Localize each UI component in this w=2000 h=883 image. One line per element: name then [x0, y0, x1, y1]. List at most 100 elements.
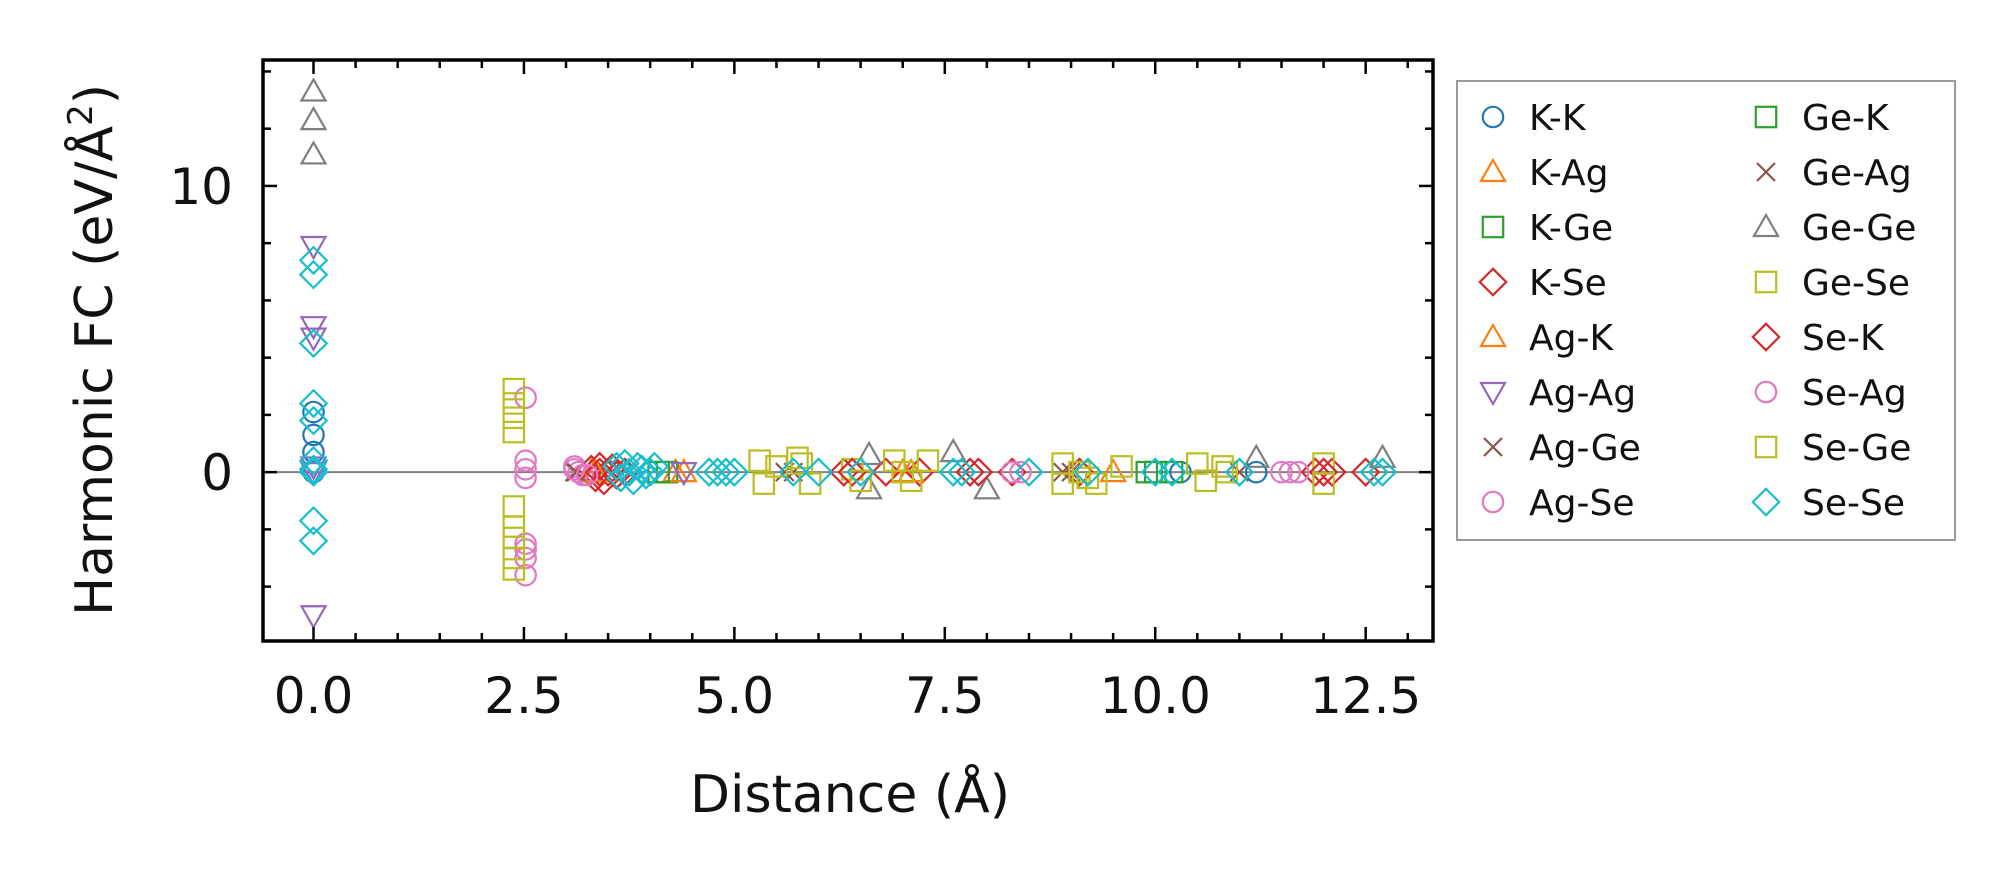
- point-se-se: [298, 245, 329, 276]
- legend-marker-ge-ge: [1752, 212, 1780, 238]
- point-se-se: [298, 388, 329, 419]
- point-se-ge: [849, 469, 872, 493]
- legend-item-ge-k: Ge-K: [1754, 98, 1890, 139]
- point-se-se: [298, 259, 329, 290]
- series-se-ag: [563, 457, 1302, 487]
- point-se-ge: [786, 446, 809, 470]
- point-se-ge: [916, 449, 940, 472]
- legend-label: K-Ag: [1529, 153, 1609, 194]
- point-k-se: [871, 457, 901, 487]
- x-tick-label: 5.0: [695, 667, 775, 725]
- legend-label: Ag-Ag: [1529, 373, 1636, 414]
- legend-item-ag-ag: Ag-Ag: [1479, 373, 1636, 414]
- x-tick-label: 2.5: [484, 667, 564, 725]
- point-ge-ge: [855, 475, 883, 500]
- legend-marker-se-ge: [1754, 435, 1778, 459]
- legend-item-k-ge: K-Ge: [1481, 208, 1613, 249]
- point-ag-ag: [299, 235, 328, 261]
- legend-marker-ag-ag: [1479, 381, 1507, 407]
- legend-frame: [1456, 80, 1956, 541]
- point-ge-ge: [299, 140, 328, 165]
- point-se-se: [298, 506, 329, 536]
- x-tick-label: 10.0: [1100, 667, 1211, 725]
- point-se-ge: [1068, 460, 1091, 484]
- legend-label: Se-Ag: [1802, 373, 1907, 414]
- point-se-ag: [575, 463, 599, 487]
- legend-item-k-ag: K-Ag: [1479, 153, 1609, 194]
- point-ag-se: [1287, 460, 1310, 484]
- point-ge-se: [1076, 466, 1100, 490]
- legend-item-ge-ag: Ge-Ag: [1756, 153, 1912, 194]
- legend-marker-se-ag: [1754, 380, 1778, 404]
- point-ge-se: [748, 449, 771, 472]
- legend-marker-ag-se: [1481, 490, 1505, 514]
- point-se-se: [803, 457, 834, 487]
- point-ge-se: [502, 420, 526, 444]
- legend-label: Se-Se: [1802, 483, 1905, 524]
- legend-marker-ge-se: [1754, 270, 1778, 294]
- series-se-ge: [752, 446, 1335, 495]
- point-ag-se: [514, 449, 537, 472]
- point-se-se: [1073, 457, 1103, 487]
- point-ge-se: [882, 449, 906, 472]
- point-ge-ge: [1368, 443, 1397, 468]
- point-ge-se: [502, 546, 526, 570]
- point-se-k: [1308, 457, 1339, 487]
- point-k-k: [302, 423, 325, 447]
- legend-label: Ge-K: [1802, 98, 1890, 139]
- x-axis-label: Distance (Å): [690, 763, 1010, 825]
- point-se-se: [1359, 457, 1389, 487]
- point-se-se: [1367, 457, 1398, 487]
- point-se-se: [1157, 457, 1187, 487]
- point-ag-se: [514, 466, 537, 490]
- point-se-se: [298, 457, 329, 487]
- point-ge-ge: [299, 77, 328, 102]
- point-ag-se: [514, 386, 537, 410]
- y-axis-label-close: ): [65, 84, 125, 104]
- point-ge-k: [1143, 460, 1167, 484]
- legend-marker-se-se: [1751, 487, 1781, 517]
- legend-label: Ge-Ag: [1802, 153, 1912, 194]
- point-se-se: [845, 457, 876, 487]
- legend-item-k-se: K-Se: [1478, 263, 1607, 304]
- series-ag-ag: [299, 235, 698, 630]
- point-ge-se: [1186, 452, 1209, 475]
- legend-item-se-k: Se-K: [1751, 318, 1885, 359]
- point-se-ag: [1009, 460, 1032, 484]
- point-ge-se: [1110, 455, 1133, 478]
- point-se-se: [946, 457, 977, 487]
- x-tick-label: 0.0: [274, 667, 354, 725]
- point-ag-se: [514, 546, 537, 570]
- plot-area: [263, 77, 1433, 630]
- legend-item-se-ge: Se-Ge: [1754, 428, 1911, 469]
- legend-marker-k-ag: [1479, 157, 1507, 183]
- point-se-se: [1224, 457, 1255, 487]
- point-se-se: [298, 405, 329, 436]
- axes: 0.0 2.5 5.0 7.5 10.0 12.5 0 10: [169, 58, 1435, 725]
- series-se-se: [298, 245, 1398, 556]
- point-se-se: [298, 526, 329, 556]
- legend-item-ag-se: Ag-Se: [1481, 483, 1634, 524]
- legend-label: K-Se: [1529, 263, 1607, 304]
- point-ag-se: [514, 532, 537, 555]
- legend-label: K-K: [1529, 98, 1587, 139]
- point-ag-k: [669, 457, 698, 483]
- data-points: [263, 77, 1433, 630]
- series-ge-ge: [299, 77, 1397, 500]
- series-k-k: [302, 400, 1268, 484]
- point-se-ag: [563, 457, 586, 481]
- legend-item-ag-ge: Ag-Ge: [1483, 428, 1641, 469]
- point-k-k: [1244, 460, 1268, 484]
- point-ge-se: [502, 495, 526, 518]
- point-ge-se: [502, 377, 526, 401]
- point-ge-ge: [855, 440, 883, 466]
- legend-label: K-Ge: [1529, 208, 1613, 249]
- legend-label: Ag-Se: [1529, 483, 1634, 524]
- point-ge-se: [502, 392, 526, 415]
- legend-marker-ag-k: [1479, 322, 1507, 348]
- series-ge-se: [502, 377, 1335, 581]
- point-se-se: [938, 457, 968, 487]
- point-ag-ag: [669, 462, 698, 487]
- legend-marker-se-k: [1751, 322, 1781, 352]
